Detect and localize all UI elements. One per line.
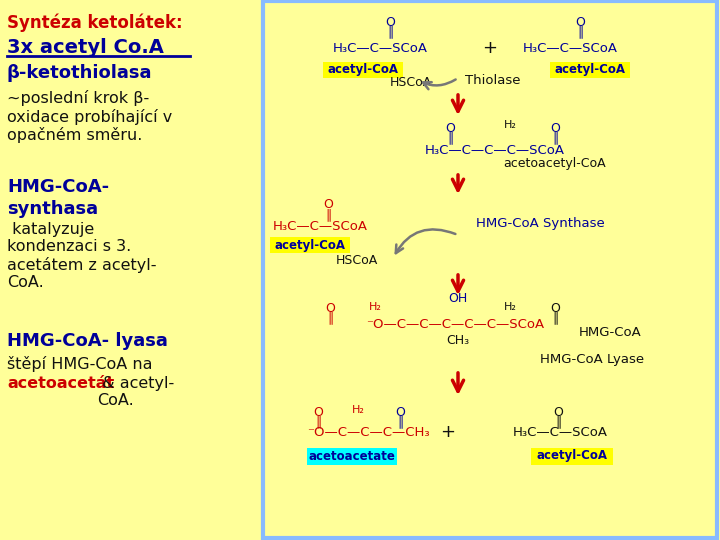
Bar: [270, 237, 350, 253]
Text: acetyl-CoA: acetyl-CoA: [274, 239, 346, 252]
Text: štěpí HMG-CoA na: štěpí HMG-CoA na: [7, 356, 153, 372]
Text: O: O: [325, 301, 335, 314]
Text: acetyl-CoA: acetyl-CoA: [554, 64, 626, 77]
Text: H₃C—C—SCoA: H₃C—C—SCoA: [333, 42, 428, 55]
Text: H₃C—C—C—C—SCoA: H₃C—C—C—C—SCoA: [425, 144, 565, 157]
Text: O: O: [395, 406, 405, 419]
Text: ∥: ∥: [387, 25, 393, 38]
Text: ~poslední krok β-
oxidace probíhající v
opačném směru.: ~poslední krok β- oxidace probíhající v …: [7, 90, 172, 143]
Text: acetyl-CoA: acetyl-CoA: [328, 64, 398, 77]
Text: H₂: H₂: [369, 302, 382, 312]
Text: ∥: ∥: [315, 415, 321, 429]
Text: HMG-CoA: HMG-CoA: [579, 327, 642, 340]
Text: O: O: [553, 406, 563, 419]
Text: ∥: ∥: [327, 312, 333, 325]
Text: OH: OH: [449, 292, 467, 305]
Text: ∥: ∥: [397, 415, 403, 429]
Text: O: O: [313, 406, 323, 419]
Text: β-ketothiolasa: β-ketothiolasa: [7, 64, 153, 82]
Text: ∥: ∥: [325, 208, 331, 221]
Text: H₃C—C—SCoA: H₃C—C—SCoA: [523, 42, 618, 55]
FancyBboxPatch shape: [263, 1, 717, 538]
Text: & acetyl-
CoA.: & acetyl- CoA.: [97, 376, 174, 408]
Bar: [531, 448, 613, 464]
Text: ⁻O—C—C—C—CH₃: ⁻O—C—C—C—CH₃: [307, 426, 429, 438]
Text: O: O: [323, 199, 333, 212]
Text: H₃C—C—SCoA: H₃C—C—SCoA: [272, 220, 367, 233]
Text: ∥: ∥: [577, 25, 583, 38]
Text: ∥: ∥: [447, 132, 453, 145]
Text: ⁻O—C—C—C—C—C—SCoA: ⁻O—C—C—C—C—C—SCoA: [366, 319, 544, 332]
Text: HMG-CoA Synthase: HMG-CoA Synthase: [476, 217, 604, 230]
Text: +: +: [482, 39, 498, 57]
Text: O: O: [550, 122, 560, 134]
Text: HSCoA: HSCoA: [390, 77, 432, 90]
Text: O: O: [385, 16, 395, 29]
Text: acetoacetate: acetoacetate: [309, 449, 395, 462]
Text: H₃C—C—SCoA: H₃C—C—SCoA: [513, 426, 608, 438]
Text: Syntéza ketolátek:: Syntéza ketolátek:: [7, 14, 183, 32]
Text: HMG-CoA Lyase: HMG-CoA Lyase: [540, 354, 644, 367]
Text: +: +: [441, 423, 456, 441]
Text: H₂: H₂: [503, 302, 516, 312]
Text: synthasa: synthasa: [7, 200, 98, 218]
Text: HMG-CoA- lyasa: HMG-CoA- lyasa: [7, 332, 168, 350]
Text: ∥: ∥: [552, 132, 558, 145]
Text: ∥: ∥: [552, 312, 558, 325]
Text: CH₃: CH₃: [446, 334, 469, 347]
Text: acetyl-CoA: acetyl-CoA: [536, 449, 608, 462]
Text: Thiolase: Thiolase: [465, 75, 521, 87]
Text: O: O: [550, 301, 560, 314]
Bar: [550, 62, 630, 78]
Text: HMG-CoA-: HMG-CoA-: [7, 178, 109, 196]
Text: katalyzuje
kondenzaci s 3.
acetátem z acetyl-
CoA.: katalyzuje kondenzaci s 3. acetátem z ac…: [7, 222, 156, 291]
Text: O: O: [575, 16, 585, 29]
Text: acetoacetát: acetoacetát: [7, 376, 114, 391]
Text: HSCoA: HSCoA: [336, 254, 378, 267]
Text: H₂: H₂: [351, 405, 364, 415]
Text: O: O: [445, 122, 455, 134]
Bar: [307, 448, 397, 464]
Bar: [323, 62, 403, 78]
Text: acetoacetyl-CoA: acetoacetyl-CoA: [504, 157, 606, 170]
Text: 3x acetyl Co.A: 3x acetyl Co.A: [7, 38, 164, 57]
Text: H₂: H₂: [503, 120, 516, 130]
Text: ∥: ∥: [555, 415, 561, 429]
